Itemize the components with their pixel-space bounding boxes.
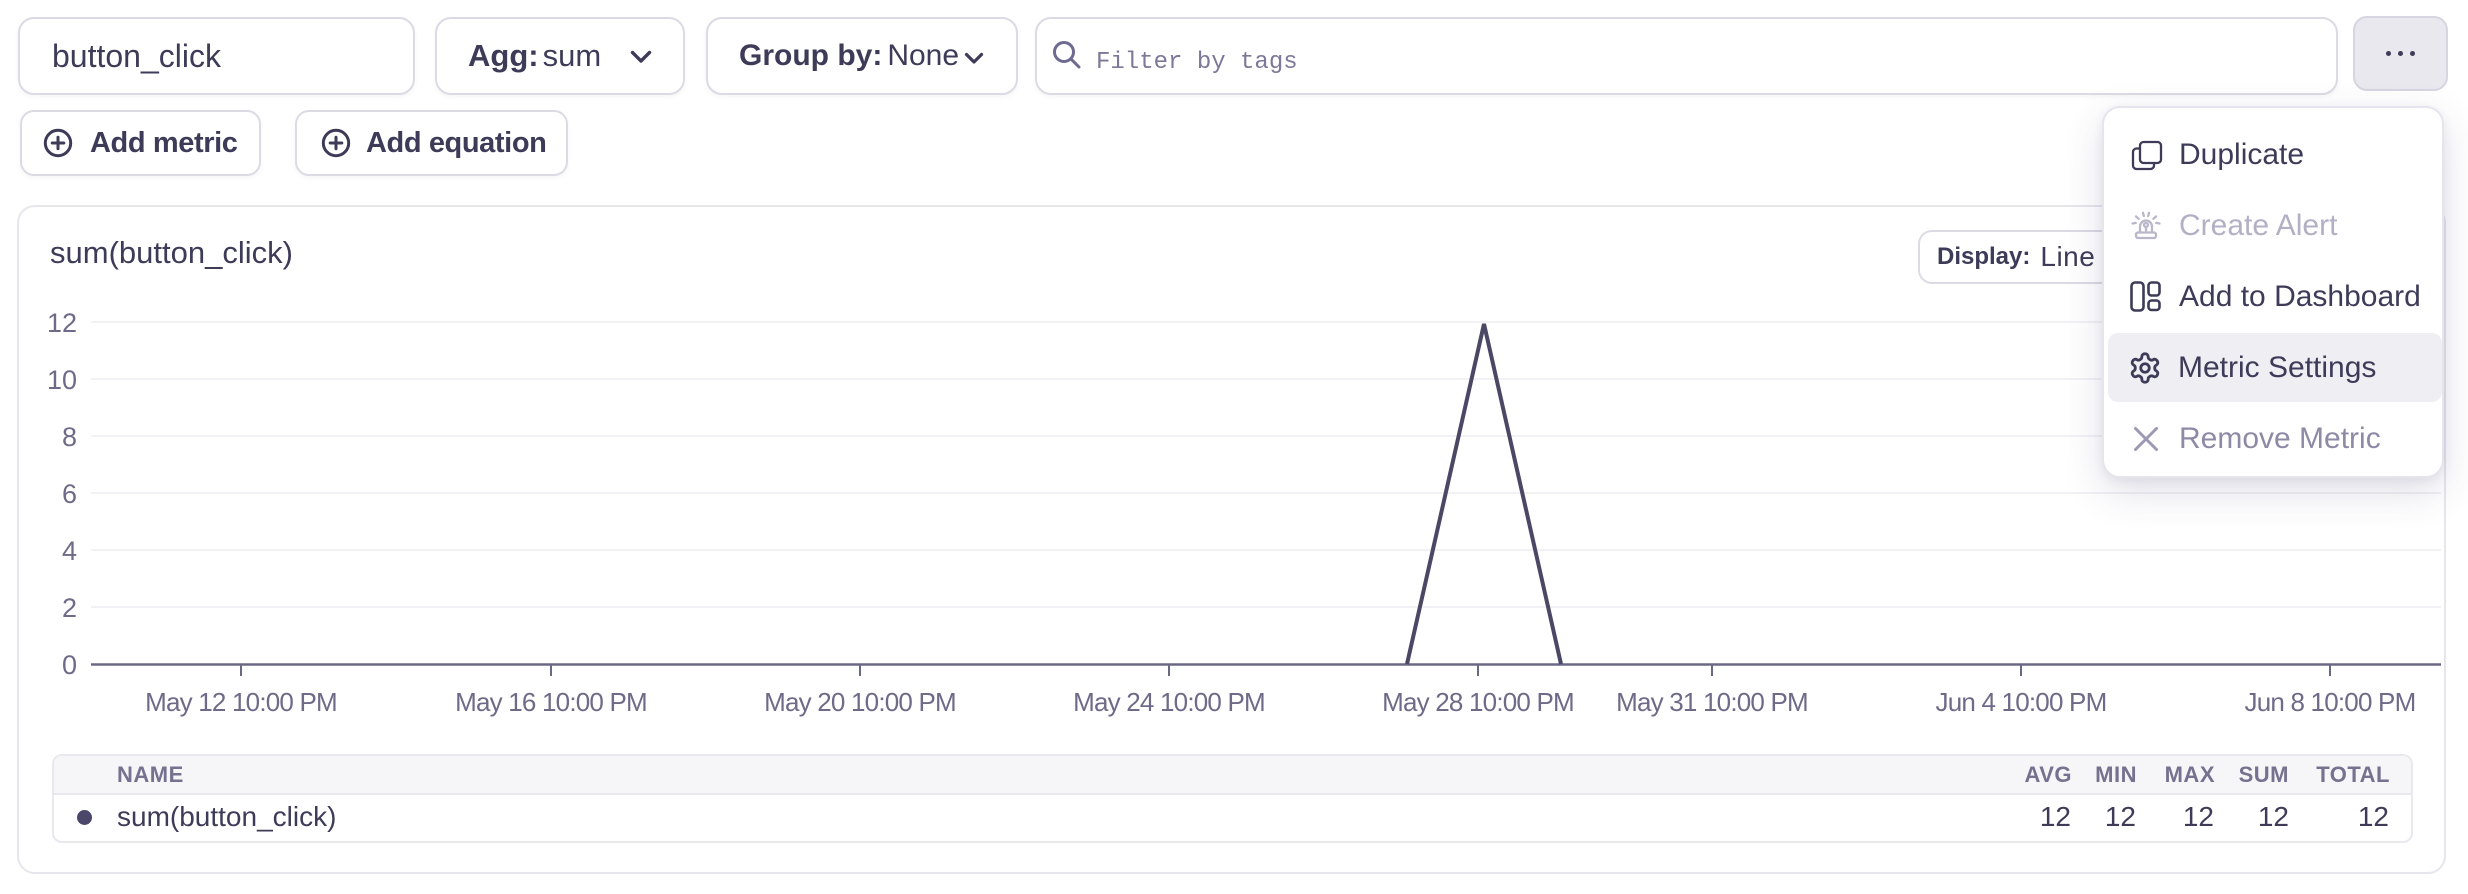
svg-text:2: 2	[62, 593, 77, 623]
svg-text:May 20 10:00 PM: May 20 10:00 PM	[764, 687, 956, 717]
svg-text:Jun 4 10:00 PM: Jun 4 10:00 PM	[1936, 687, 2107, 717]
svg-text:12: 12	[47, 308, 77, 338]
svg-text:May 16 10:00 PM: May 16 10:00 PM	[455, 687, 647, 717]
svg-text:0: 0	[62, 650, 77, 680]
svg-text:4: 4	[62, 536, 77, 566]
svg-text:10: 10	[47, 365, 77, 395]
svg-text:May 28 10:00 PM: May 28 10:00 PM	[1382, 687, 1574, 717]
svg-text:May 24 10:00 PM: May 24 10:00 PM	[1073, 687, 1265, 717]
svg-text:Jun 8 10:00 PM: Jun 8 10:00 PM	[2245, 687, 2416, 717]
svg-text:6: 6	[62, 479, 77, 509]
svg-text:8: 8	[62, 422, 77, 452]
svg-text:May 12 10:00 PM: May 12 10:00 PM	[145, 687, 337, 717]
svg-text:May 31 10:00 PM: May 31 10:00 PM	[1616, 687, 1808, 717]
